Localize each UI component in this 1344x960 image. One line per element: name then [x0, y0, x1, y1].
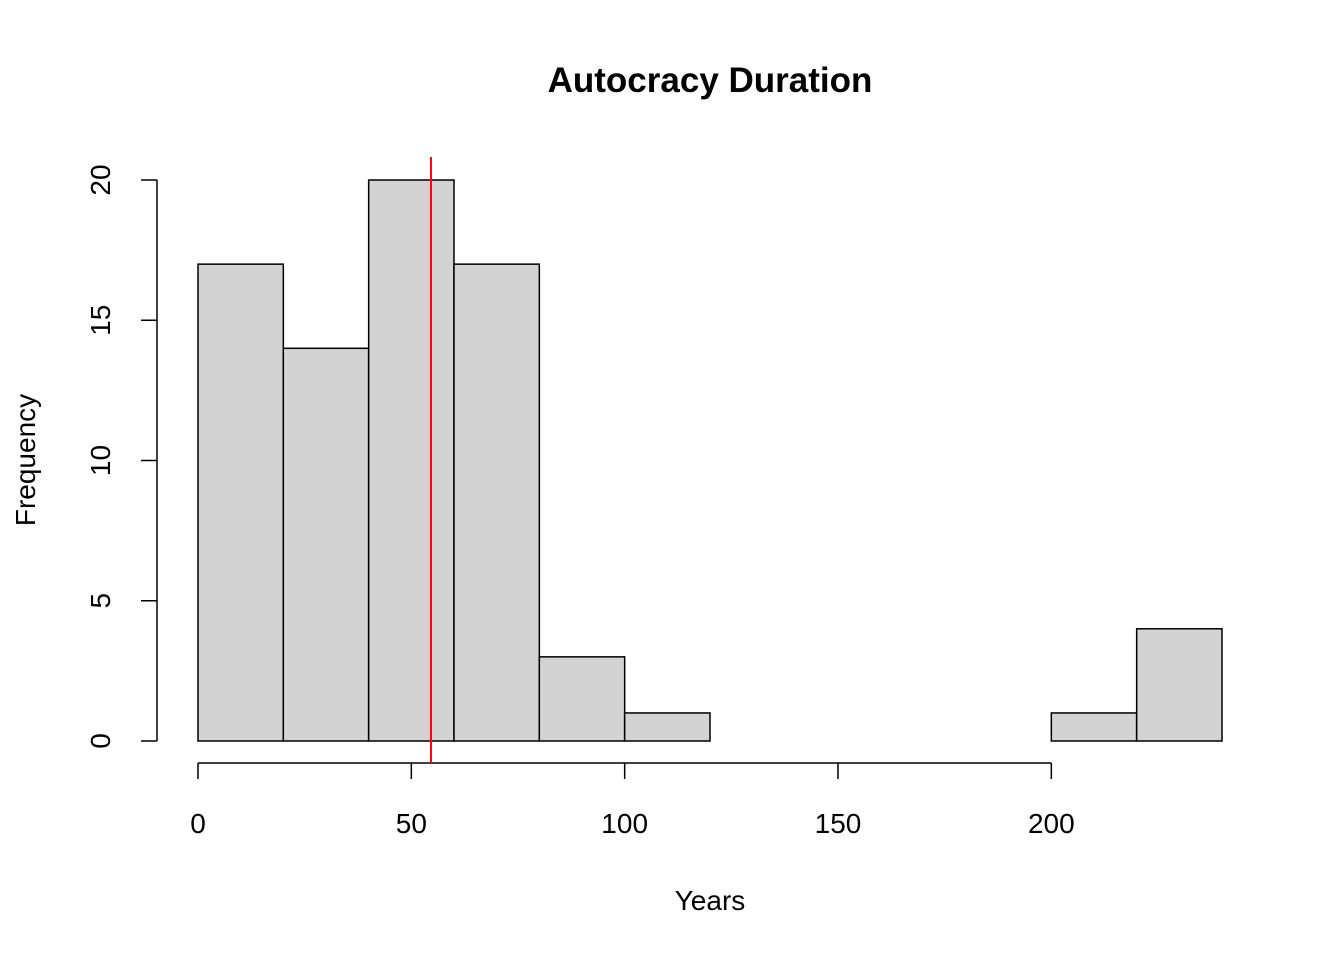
y-tick-label: 0	[85, 733, 116, 749]
bar	[197, 263, 285, 742]
bar	[1050, 712, 1138, 742]
y-tick-label: 10	[85, 445, 116, 476]
bar	[453, 263, 541, 742]
x-axis-label: Years	[675, 885, 746, 916]
bar	[623, 712, 711, 742]
bar	[282, 347, 370, 742]
y-tick-label: 20	[85, 164, 116, 195]
bar	[1135, 628, 1223, 742]
bar	[538, 656, 626, 742]
x-tick-label: 150	[815, 808, 862, 839]
x-tick-label: 100	[601, 808, 648, 839]
y-axis-label: Frequency	[10, 394, 41, 526]
x-tick-label: 50	[396, 808, 427, 839]
y-tick-label: 15	[85, 305, 116, 336]
x-tick-label: 200	[1028, 808, 1075, 839]
chart-title: Autocracy Duration	[548, 61, 873, 100]
bar	[367, 179, 455, 742]
x-tick-label: 0	[190, 808, 206, 839]
y-tick-label: 5	[85, 593, 116, 609]
